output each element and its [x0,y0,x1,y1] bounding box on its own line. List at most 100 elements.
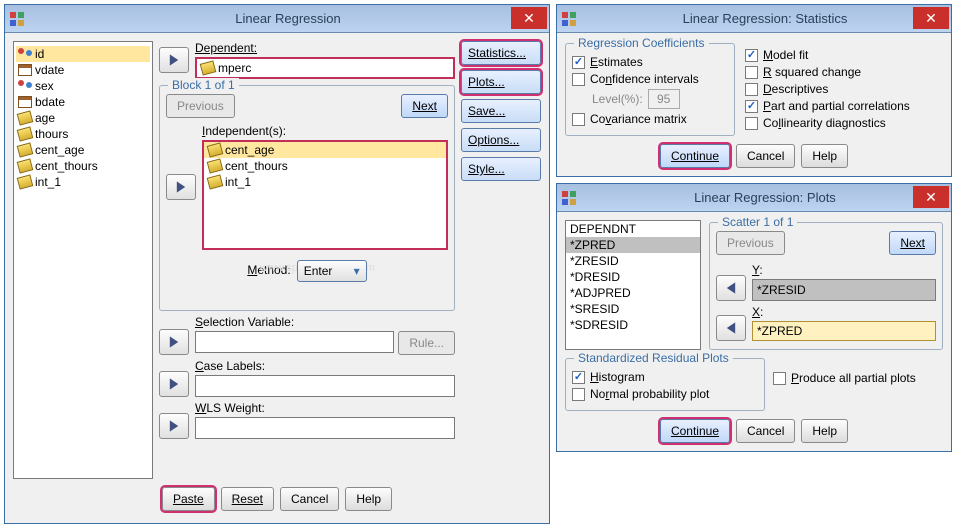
variable-name: int_1 [35,175,61,189]
x-field[interactable]: *ZPRED [752,321,936,341]
scale-icon [17,110,34,125]
prev-button: Previous [716,231,785,255]
move-x-button[interactable] [716,315,746,341]
independent-list[interactable]: cent_age cent_thours int_1 [202,140,448,250]
descriptives-label: Descriptives [763,82,828,96]
variable-name: cent_age [35,143,84,157]
independent-item[interactable]: cent_age [204,142,446,158]
variable-item[interactable]: cent_age [16,142,150,158]
variable-name: vdate [35,63,64,77]
variable-item[interactable]: id [16,46,150,62]
wls-field[interactable] [195,417,455,439]
variable-item[interactable]: cent_thours [16,158,150,174]
modelfit-checkbox[interactable] [745,49,758,62]
produceall-checkbox[interactable] [773,372,786,385]
variable-item[interactable]: bdate [16,94,150,110]
rsquared-checkbox[interactable] [745,66,758,79]
plots-dialog: Linear Regression: Plots ✕ DEPENDNT*ZPRE… [556,183,952,452]
statistics-button[interactable]: Statistics... [461,41,541,65]
reset-button[interactable]: Reset [221,487,274,511]
plots-source-list[interactable]: DEPENDNT*ZPRED*ZRESID*DRESID*ADJPRED*SRE… [565,220,701,350]
paste-button[interactable]: Paste [162,487,215,511]
variable-name: thours [35,127,68,141]
confint-label: Confidence intervals [590,72,699,86]
selection-field[interactable] [195,331,394,353]
date-icon [18,96,32,108]
independent-item[interactable]: cent_thours [204,158,446,174]
variable-item[interactable]: sex [16,78,150,94]
variable-name: cent_age [225,143,274,157]
dependent-label: Dependent: [195,41,455,55]
scale-icon [207,142,224,157]
normalprob-label: Normal probability plot [590,387,709,401]
move-wls-button[interactable] [159,413,189,439]
scale-icon [207,174,224,189]
plot-source-item[interactable]: DEPENDNT [566,221,700,237]
plots-button[interactable]: Plots... [461,70,541,94]
options-button[interactable]: Options... [461,128,541,152]
variable-item[interactable]: int_1 [16,174,150,190]
move-dependent-button[interactable] [159,47,189,73]
scale-icon [207,158,224,173]
move-independent-button[interactable] [166,174,196,200]
statistics-dialog: Linear Regression: Statistics ✕ Regressi… [556,4,952,177]
covmatrix-label: Covariance matrix [590,112,687,126]
method-label: Method: [247,263,290,277]
scale-icon [17,174,34,189]
close-button[interactable]: ✕ [913,7,949,29]
plot-source-item[interactable]: *SDRESID [566,317,700,333]
plot-source-item[interactable]: *ADJPRED [566,285,700,301]
partpartial-checkbox[interactable] [745,100,758,113]
histogram-label: Histogram [590,370,645,384]
collinearity-checkbox[interactable] [745,117,758,130]
covmatrix-checkbox[interactable] [572,113,585,126]
variable-item[interactable]: thours [16,126,150,142]
independent-item[interactable]: int_1 [204,174,446,190]
dialog-title: Linear Regression: Statistics [583,11,947,26]
confint-checkbox[interactable] [572,73,585,86]
dependent-field[interactable]: mperc [195,57,455,79]
next-button[interactable]: Next [889,231,936,255]
move-caselabels-button[interactable] [159,371,189,397]
close-button[interactable]: ✕ [913,186,949,208]
variable-item[interactable]: age [16,110,150,126]
continue-button[interactable]: Continue [660,419,730,443]
help-button[interactable]: Help [345,487,392,511]
variable-name: int_1 [225,175,251,189]
cancel-button[interactable]: Cancel [280,487,339,511]
x-label: X: [752,305,936,319]
move-y-button[interactable] [716,275,746,301]
modelfit-label: Model fit [763,48,808,62]
independent-label: Independent(s): [202,124,448,138]
descriptives-checkbox[interactable] [745,83,758,96]
estimates-checkbox[interactable] [572,56,585,69]
help-button[interactable]: Help [801,419,848,443]
continue-button[interactable]: Continue [660,144,730,168]
plot-source-item[interactable]: *ZRESID [566,253,700,269]
move-selection-button[interactable] [159,329,189,355]
y-field[interactable]: *ZRESID [752,279,936,301]
rsquared-label: R squared change [763,65,861,79]
plot-source-item[interactable]: *DRESID [566,269,700,285]
method-dropdown[interactable]: Enter [297,260,367,282]
style-button[interactable]: Style... [461,157,541,181]
next-button[interactable]: Next [401,94,448,118]
close-button[interactable]: ✕ [511,7,547,29]
plot-source-item[interactable]: *ZPRED [566,237,700,253]
cancel-button[interactable]: Cancel [736,144,795,168]
caselabels-label: Case Labels: [195,359,455,373]
selection-label: Selection Variable: [195,315,455,329]
cancel-button[interactable]: Cancel [736,419,795,443]
variable-list[interactable]: idvdatesexbdateagethours cent_agecent_tho… [13,41,153,479]
normalprob-checkbox[interactable] [572,388,585,401]
save-button[interactable]: Save... [461,99,541,123]
dialog-title: Linear Regression: Plots [583,190,947,205]
variable-name: cent_thours [225,159,288,173]
variable-item[interactable]: vdate [16,62,150,78]
caselabels-field[interactable] [195,375,455,397]
help-button[interactable]: Help [801,144,848,168]
app-icon [561,190,577,206]
histogram-checkbox[interactable] [572,371,585,384]
plot-source-item[interactable]: *SRESID [566,301,700,317]
linear-regression-dialog: Linear Regression ✕ idvdatesexbdateageth… [4,4,550,524]
